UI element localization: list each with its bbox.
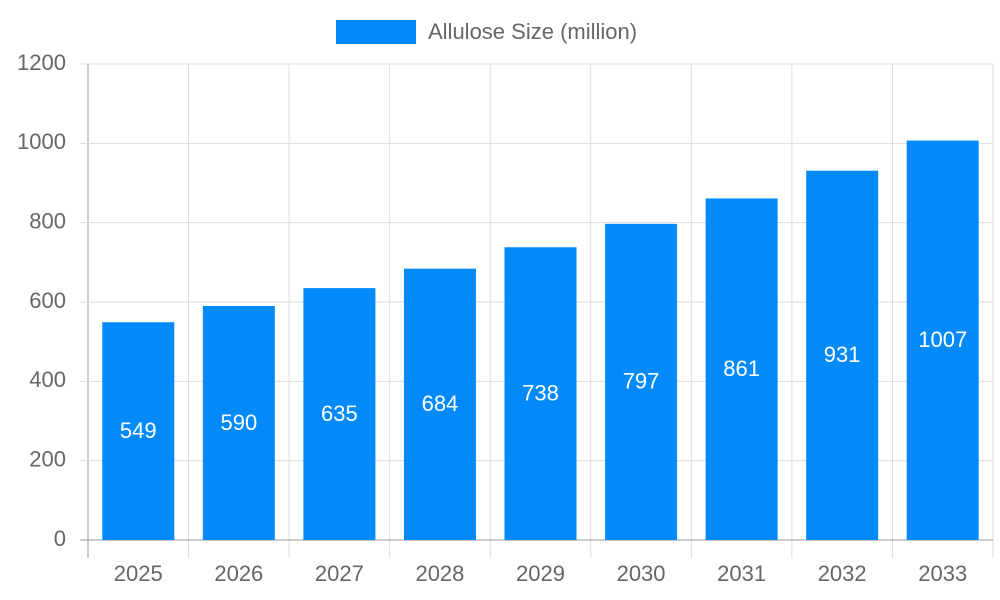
x-tick-label: 2032 [818, 561, 867, 586]
data-label: 684 [422, 391, 459, 416]
data-label: 590 [220, 410, 257, 435]
y-tick-label: 600 [29, 288, 66, 313]
bar [806, 170, 879, 540]
data-label: 1007 [918, 327, 967, 352]
bar [102, 322, 175, 540]
data-label: 861 [723, 356, 760, 381]
x-tick-label: 2027 [315, 561, 364, 586]
bar [202, 305, 275, 540]
legend-swatch [336, 20, 416, 44]
y-tick-label: 0 [54, 526, 66, 551]
bar [906, 140, 979, 540]
x-tick-label: 2033 [918, 561, 967, 586]
x-tick-label: 2026 [214, 561, 263, 586]
data-label: 549 [120, 418, 157, 443]
x-tick-label: 2025 [114, 561, 163, 586]
y-tick-label: 800 [29, 208, 66, 233]
x-tick-label: 2030 [617, 561, 666, 586]
y-tick-label: 1000 [17, 129, 66, 154]
x-tick-label: 2029 [516, 561, 565, 586]
x-tick-label: 2028 [415, 561, 464, 586]
data-label: 635 [321, 401, 358, 426]
bar [403, 268, 476, 540]
y-tick-label: 1200 [17, 50, 66, 75]
y-tick-label: 200 [29, 446, 66, 471]
y-tick-label: 400 [29, 367, 66, 392]
bar [705, 198, 778, 540]
data-label: 797 [623, 369, 660, 394]
x-tick-label: 2031 [717, 561, 766, 586]
bar [605, 223, 678, 540]
data-label: 738 [522, 380, 559, 405]
data-label: 931 [824, 342, 861, 367]
bar [303, 288, 376, 540]
legend-label: Allulose Size (million) [428, 19, 637, 44]
bar [504, 247, 577, 540]
